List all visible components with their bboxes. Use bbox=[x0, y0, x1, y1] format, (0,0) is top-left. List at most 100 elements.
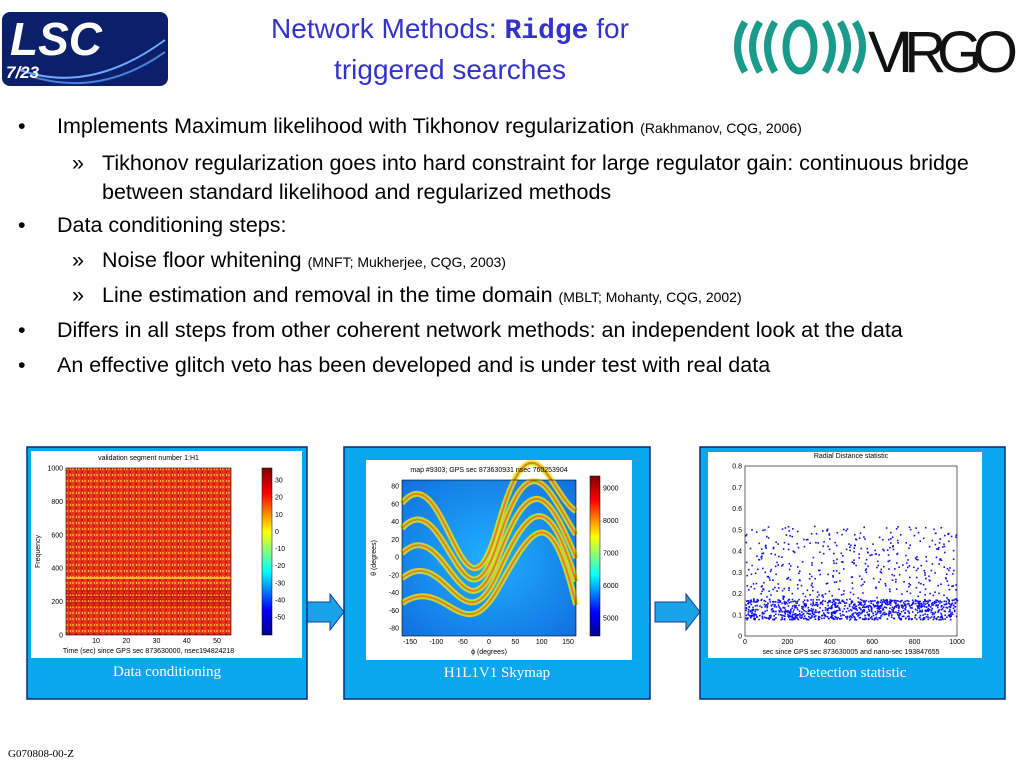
scatter-dot bbox=[868, 618, 870, 621]
scatter-dot bbox=[867, 551, 869, 554]
scatter-dot bbox=[751, 529, 753, 531]
scatter-dot bbox=[753, 618, 755, 620]
scatter-dot bbox=[855, 605, 858, 608]
scatter-dot bbox=[834, 598, 837, 601]
scatter-dot bbox=[745, 609, 747, 612]
scatter-dot bbox=[892, 544, 895, 547]
scatter-dot bbox=[778, 555, 780, 558]
scatter-dot bbox=[752, 583, 755, 585]
scatter-dot bbox=[873, 618, 876, 621]
noise-band bbox=[66, 602, 231, 604]
scatter-dot bbox=[953, 609, 956, 612]
scatter-dot bbox=[767, 602, 769, 605]
scatter-dot bbox=[836, 609, 839, 612]
scatter-dot bbox=[934, 532, 937, 535]
scatter-dot bbox=[948, 569, 950, 572]
scatter-dot bbox=[915, 558, 918, 561]
scatter-dot bbox=[879, 617, 882, 620]
scatter-dot bbox=[867, 606, 870, 609]
scatter-dot bbox=[927, 616, 929, 618]
sub-bullet-marker: » bbox=[72, 248, 84, 272]
scatter-dot bbox=[924, 599, 926, 601]
scatter-dot bbox=[860, 547, 863, 550]
scatter-dot bbox=[772, 618, 774, 621]
scatter-dot bbox=[834, 598, 837, 601]
scatter-dot bbox=[751, 611, 753, 613]
scatter-dot bbox=[885, 603, 887, 605]
scatter-dot bbox=[861, 618, 864, 620]
scatter-dot bbox=[929, 599, 931, 602]
scatter-dot bbox=[796, 602, 798, 604]
scatter-dot bbox=[828, 590, 831, 593]
title-text: Network Methods: bbox=[271, 13, 505, 44]
scatter-dot bbox=[811, 614, 813, 617]
scatter-dot bbox=[926, 610, 928, 612]
scatter-dot bbox=[904, 604, 906, 606]
scatter-dot bbox=[907, 610, 909, 612]
scatter-dot bbox=[887, 560, 890, 563]
scatter-dot bbox=[889, 601, 891, 604]
scatter-dot bbox=[783, 595, 786, 598]
scatter-dot bbox=[821, 530, 824, 532]
scatter-dot bbox=[796, 614, 798, 617]
scatter-dot bbox=[918, 581, 920, 584]
scatter-dot bbox=[891, 606, 894, 609]
scatter-dot bbox=[830, 611, 833, 614]
scatter-dot bbox=[879, 607, 882, 609]
scatter-dot bbox=[788, 598, 791, 601]
scatter-dot bbox=[784, 615, 786, 618]
scatter-dot bbox=[756, 608, 759, 611]
scatter-dot bbox=[874, 604, 877, 607]
scatter-dot bbox=[766, 617, 768, 619]
skymap bbox=[402, 480, 576, 636]
scatter-dot bbox=[824, 615, 827, 617]
scatter-dot bbox=[795, 614, 798, 617]
scatter-dot bbox=[808, 609, 811, 612]
scatter-dot bbox=[777, 599, 780, 601]
scatter-dot bbox=[924, 613, 927, 615]
scatter-dot bbox=[919, 603, 921, 606]
scatter-dot bbox=[810, 533, 813, 535]
sub-bullet-text: Noise floor whitening bbox=[102, 248, 302, 272]
scatter-dot bbox=[908, 615, 910, 618]
scatter-dot bbox=[770, 608, 773, 611]
scatter-dot bbox=[769, 579, 771, 581]
scatter-dot bbox=[846, 616, 849, 618]
scatter-dot bbox=[868, 614, 870, 617]
scatter-dot bbox=[752, 598, 755, 601]
scatter-dot bbox=[827, 600, 830, 603]
sub-bullet-text: Tikhonov regularization goes into hard c… bbox=[102, 151, 969, 204]
scatter-dot bbox=[875, 613, 877, 616]
scatter-dot bbox=[915, 569, 918, 572]
scatter-dot bbox=[832, 599, 835, 601]
scatter-dot bbox=[772, 618, 775, 621]
scatter-dot bbox=[916, 556, 918, 558]
skymap-fringe bbox=[401, 480, 577, 581]
scatter-dot bbox=[917, 606, 919, 609]
scatter-dot bbox=[938, 546, 940, 549]
scatter-dot bbox=[946, 616, 948, 619]
logos: LSC 7/23 VIRGO bbox=[2, 12, 1018, 86]
scatter-dot bbox=[946, 607, 949, 609]
scatter-dot bbox=[880, 615, 882, 617]
scatter-dot bbox=[884, 601, 887, 604]
scatter-dot bbox=[746, 618, 748, 621]
scatter-dot bbox=[879, 612, 881, 614]
scatter-dot bbox=[917, 602, 920, 605]
scatter-dot bbox=[760, 598, 763, 601]
scatter-dot bbox=[826, 582, 829, 585]
scatter-dot bbox=[911, 618, 913, 620]
scatter-dot bbox=[778, 609, 781, 612]
scatter-dot bbox=[756, 555, 758, 558]
scatter-dot bbox=[781, 556, 783, 558]
y-tick-label: 0.5 bbox=[732, 527, 742, 534]
scatter-dot bbox=[931, 604, 933, 606]
scatter-dot bbox=[794, 618, 796, 620]
scatter-dot bbox=[799, 614, 801, 616]
scatter-dot bbox=[833, 612, 835, 614]
scatter-dot bbox=[852, 612, 855, 615]
scatter-dot bbox=[862, 583, 864, 586]
scatter-dot bbox=[839, 612, 842, 615]
scatter-dot bbox=[931, 613, 934, 616]
scatter-dot bbox=[822, 596, 825, 598]
